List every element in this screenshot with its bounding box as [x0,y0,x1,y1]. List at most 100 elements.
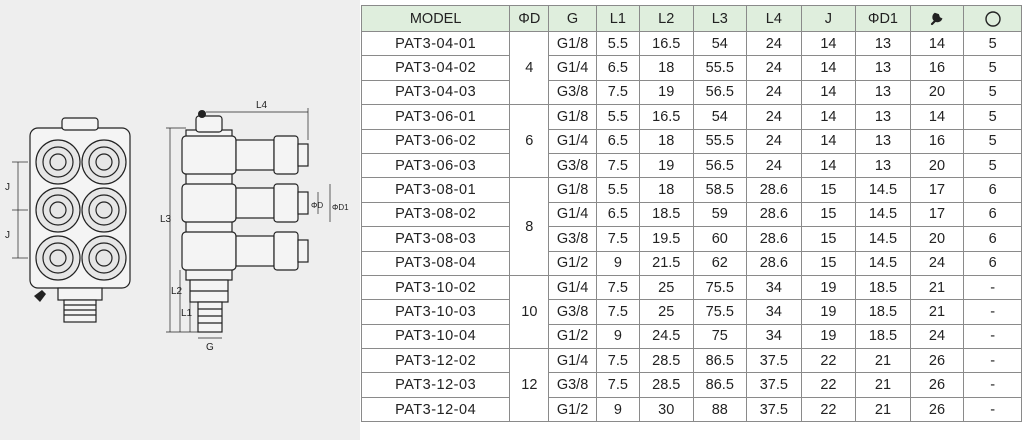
cell-l1: 9 [595,323,640,350]
table-row: PAT3-04-02 G1/4 6.5 18 55.5 24 14 13 16 5 [360,55,1022,81]
table-row: PAT3-08-04 G1/2 9 21.5 62 28.6 15 14.5 24 6 [360,250,1022,276]
cell-l1: 7.5 [595,152,640,179]
cell-l1: 7.5 [595,348,640,374]
cell-d1: 14.5 [855,226,911,252]
cell-l2: 18 [638,55,694,81]
cell-model: PAT3-10-04 [360,323,511,350]
cell-l4: 24 [746,128,802,154]
cell-l1: 5.5 [595,30,640,57]
cell-ring: - [963,396,1022,423]
table-row: PAT3-10-03 G3/8 7.5 25 75.5 34 19 18.5 21- [360,299,1022,325]
cell-wrench: 14 [909,104,965,130]
spec-table: MODEL ΦD G L1 L2 L3 L4 J ΦD1 PAT3-04-01 4… [360,5,1022,423]
cell-l1: 7.5 [595,372,640,398]
wrench-icon [930,12,943,25]
cell-d1: 18.5 [855,299,911,325]
table-row: PAT3-08-02 G1/4 6.5 18.5 59 28.6 15 14.5 17 6 [360,201,1022,228]
table-row: PAT3-08-01 8 G1/8 5.5 18 58.5 28.6 15 14.5 17 6 [360,177,1022,276]
cell-j: 15 [800,250,857,276]
cell-l1: 9 [595,396,640,423]
cell-model: PAT3-10-03 [360,299,511,325]
cell-ring: 6 [963,250,1022,276]
cell-l4: 24 [746,55,802,81]
cell-l4: 37.5 [746,372,802,398]
cell-wrench: 17 [909,201,965,228]
cell-l1: 6.5 [595,201,640,228]
cell-l3: 86.5 [692,372,748,398]
dim-label-l1: L1 [181,308,193,319]
cell-ring: 6 [963,177,1022,203]
header-l2: L2 [638,5,694,32]
cell-wrench: 14 [909,30,965,57]
cell-d1: 13 [855,55,911,81]
cell-model: PAT3-04-01 [360,30,511,57]
cell-d1: 21 [855,348,911,374]
cell-model: PAT3-04-02 [360,55,511,81]
cell-g: G1/4 [548,128,597,154]
header-g: G [548,5,597,32]
cell-g: G1/4 [548,55,597,81]
cell-ring: 6 [963,201,1022,228]
dim-label-d: ΦD [311,201,323,210]
cell-d1: 13 [855,30,911,57]
table-row: PAT3-12-02 12 G1/4 7.5 28.5 86.5 37.5 22 21 26- [360,348,1022,423]
dim-label-g: G [206,342,214,353]
cell-l2: 19 [638,152,694,179]
cell-d1: 18.5 [855,323,911,350]
cell-ring: - [963,348,1022,374]
dim-label-l4: L4 [256,100,268,111]
cell-g: G1/2 [548,323,597,350]
cell-ring: 5 [963,104,1022,130]
cell-d1: 14.5 [855,250,911,276]
cell-wrench: 16 [909,128,965,154]
cell-l3: 56.5 [692,152,748,179]
front-view-thread [63,299,97,323]
header-l1: L1 [595,5,640,32]
cell-l3: 75.5 [692,274,748,301]
cell-wrench: 20 [909,226,965,252]
cell-l2: 30 [638,396,694,423]
cell-l1: 7.5 [595,226,640,252]
cell-wrench: 26 [909,396,965,423]
cell-l1: 6.5 [595,55,640,81]
cell-l4: 24 [746,104,802,130]
table-row: PAT3-06-01 6 G1/8 5.5 16.5 54 24 14 13 14 5 [360,104,1022,179]
cell-l1: 7.5 [595,79,640,106]
technical-drawing-panel: L4 L3 L2 L1 G J J ΦD ΦD1 [0,0,360,440]
header-l3: L3 [692,5,748,32]
cell-g: G3/8 [548,79,597,106]
cell-l3: 75.5 [692,299,748,325]
fitting-drawing: L4 L3 L2 L1 G J J ΦD ΦD1 [5,100,349,353]
cell-d1: 13 [855,104,911,130]
cell-l2: 25 [638,299,694,325]
cell-phi-d: 6 [509,104,550,179]
cell-wrench: 16 [909,55,965,81]
cell-wrench: 20 [909,152,965,179]
cell-wrench: 24 [909,250,965,276]
cell-l4: 37.5 [746,396,802,423]
table-row: PAT3-12-03 G3/8 7.5 28.5 86.5 37.5 22 21 26- [360,372,1022,398]
cell-l4: 28.6 [746,177,802,203]
cell-ring: - [963,372,1022,398]
cell-d1: 21 [855,396,911,423]
cell-model: PAT3-06-03 [360,152,511,179]
cell-l2: 18 [638,177,694,203]
cell-l2: 24.5 [638,323,694,350]
cell-l3: 55.5 [692,128,748,154]
table-row: PAT3-12-04 G1/2 9 30 88 37.5 22 21 26- [360,396,1022,423]
dim-label-j-upper: J [5,182,10,193]
cell-model: PAT3-06-02 [360,128,511,154]
header-j: J [800,5,857,32]
cell-g: G1/2 [548,250,597,276]
cell-g: G1/4 [548,201,597,228]
cell-l2: 16.5 [638,104,694,130]
header-o-ring [963,5,1022,32]
cell-l2: 18 [638,128,694,154]
cell-wrench: 20 [909,79,965,106]
cell-l1: 5.5 [595,177,640,203]
cell-d1: 18.5 [855,274,911,301]
table-row: PAT3-04-03 G3/8 7.5 19 56.5 24 14 13 20 5 [360,79,1022,106]
cell-l1: 7.5 [595,274,640,301]
cell-ring: - [963,323,1022,350]
cell-wrench: 24 [909,323,965,350]
